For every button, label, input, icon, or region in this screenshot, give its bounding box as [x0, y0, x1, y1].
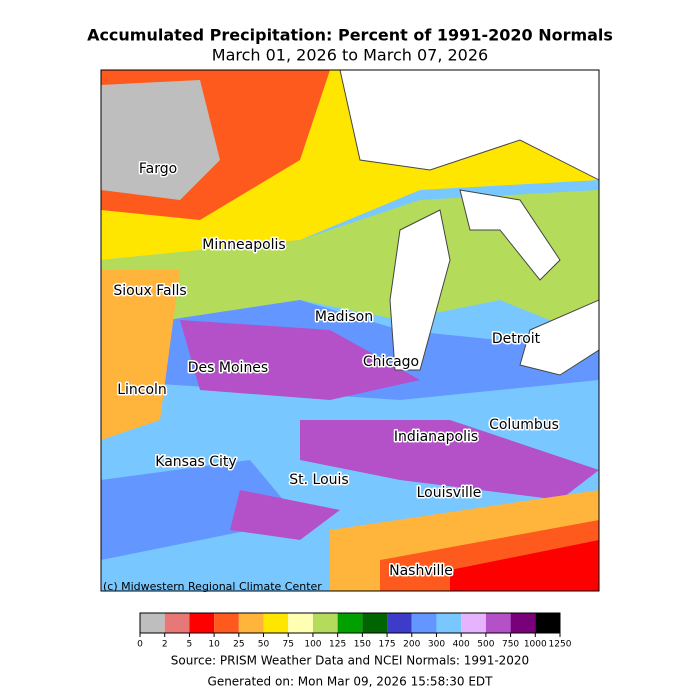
city-label: Fargo — [139, 161, 177, 177]
city-label: Sioux Falls — [113, 283, 186, 299]
colorbar-bin — [387, 613, 412, 633]
colorbar-tick-label: 0 — [137, 640, 143, 650]
city-label: Indianapolis — [394, 429, 478, 445]
colorbar-frame — [139, 612, 561, 634]
colorbar-bin — [140, 613, 165, 633]
city-label: Madison — [315, 309, 373, 325]
colorbar-tick-label: 10 — [208, 640, 220, 650]
credit: (c) Midwestern Regional Climate Center — [103, 580, 322, 593]
colorbar-bin — [461, 613, 486, 633]
colorbar-bin — [411, 613, 437, 633]
colorbar-bin — [510, 613, 536, 633]
colorbar-bin — [337, 613, 363, 633]
generated: Generated on: Mon Mar 09, 2026 15:58:30 … — [208, 675, 494, 689]
colorbar-tick-label: 1250 — [549, 640, 572, 650]
city-label: Detroit — [492, 331, 541, 347]
colorbar-tick-label: 125 — [329, 640, 346, 650]
city-label: Des Moines — [188, 360, 268, 376]
colorbar-bin — [238, 613, 264, 633]
colorbar-bin — [263, 613, 289, 633]
colorbar-tick-label: 75 — [283, 640, 294, 650]
colorbar-tick-label: 100 — [304, 640, 321, 650]
colorbar-bin — [189, 613, 215, 633]
colorbar-tick-label: 175 — [378, 640, 395, 650]
colorbar-tick-label: 1000 — [524, 640, 547, 650]
city-label: Nashville — [389, 563, 453, 579]
colorbar-bin — [288, 613, 313, 633]
city-label: Louisville — [417, 485, 482, 501]
city-label: Columbus — [489, 417, 559, 433]
city-label: Kansas City — [155, 454, 236, 470]
subtitle: March 01, 2026 to March 07, 2026 — [212, 46, 488, 65]
city-label: Chicago — [363, 354, 419, 370]
colorbar-tick-label: 200 — [403, 640, 420, 650]
colorbar-bin — [436, 613, 462, 633]
colorbar-tick-label: 300 — [428, 640, 445, 650]
colorbar-tick-label: 2 — [162, 640, 168, 650]
source: Source: PRISM Weather Data and NCEI Norm… — [171, 654, 529, 668]
colorbar-bin — [214, 613, 239, 633]
colorbar-tick-label: 400 — [453, 640, 470, 650]
colorbar-tick-label: 500 — [477, 640, 494, 650]
colorbar-tick-label: 150 — [354, 640, 371, 650]
colorbar-bin — [535, 613, 560, 633]
colorbar-tick-label: 50 — [258, 640, 270, 650]
precip-map — [101, 70, 599, 591]
city-label: Minneapolis — [202, 237, 285, 253]
city-label: St. Louis — [289, 472, 348, 488]
colorbar-bin — [485, 613, 511, 633]
colorbar-tick-label: 25 — [233, 640, 244, 650]
colorbar-bin — [362, 613, 388, 633]
city-label: Lincoln — [117, 382, 167, 398]
colorbar-tick-label: 5 — [187, 640, 193, 650]
colorbar-bin — [164, 613, 190, 633]
map-frame — [100, 69, 600, 592]
colorbar-tick-label: 750 — [502, 640, 519, 650]
title: Accumulated Precipitation: Percent of 19… — [87, 26, 613, 45]
colorbar-bin — [312, 613, 338, 633]
